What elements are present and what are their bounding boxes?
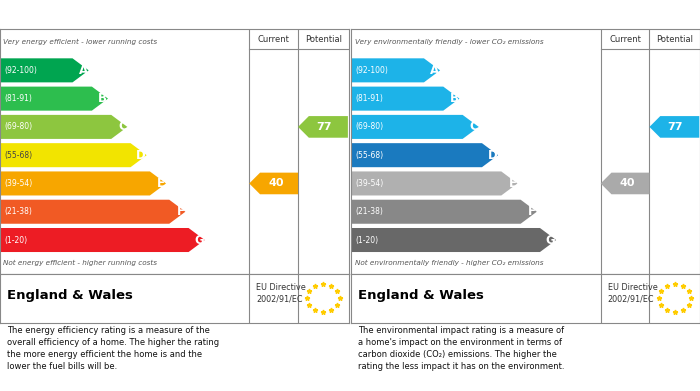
Text: (69-80): (69-80) [356, 122, 384, 131]
Text: England & Wales: England & Wales [7, 289, 133, 302]
Text: The energy efficiency rating is a measure of the
overall efficiency of a home. T: The energy efficiency rating is a measur… [7, 326, 219, 371]
Polygon shape [351, 143, 498, 167]
Text: G: G [195, 233, 204, 246]
Text: E: E [509, 177, 517, 190]
Text: C: C [118, 120, 127, 133]
Text: The environmental impact rating is a measure of
a home's impact on the environme: The environmental impact rating is a mea… [358, 326, 565, 371]
Text: Not environmentally friendly - higher CO₂ emissions: Not environmentally friendly - higher CO… [355, 260, 543, 266]
Text: Potential: Potential [656, 34, 693, 44]
Polygon shape [0, 86, 108, 111]
Text: England & Wales: England & Wales [358, 289, 484, 302]
Text: (81-91): (81-91) [4, 94, 32, 103]
Text: D: D [136, 149, 146, 161]
Text: 77: 77 [316, 122, 332, 132]
Text: (39-54): (39-54) [4, 179, 32, 188]
Polygon shape [351, 86, 459, 111]
Text: (1-20): (1-20) [356, 235, 379, 244]
Polygon shape [351, 171, 517, 196]
Text: (21-38): (21-38) [356, 207, 384, 216]
Polygon shape [0, 200, 186, 224]
Polygon shape [0, 58, 89, 83]
Text: (92-100): (92-100) [4, 66, 37, 75]
Text: Current: Current [258, 34, 290, 44]
Text: A: A [79, 64, 88, 77]
Text: C: C [469, 120, 478, 133]
Text: (55-68): (55-68) [356, 151, 384, 160]
Text: A: A [430, 64, 440, 77]
Polygon shape [0, 143, 147, 167]
Text: 77: 77 [668, 122, 683, 132]
Polygon shape [298, 116, 348, 138]
Text: Current: Current [609, 34, 641, 44]
Text: 40: 40 [268, 178, 284, 188]
Text: 40: 40 [620, 178, 635, 188]
Text: EU Directive
2002/91/EC: EU Directive 2002/91/EC [256, 283, 306, 303]
Text: B: B [449, 92, 459, 105]
Polygon shape [0, 171, 166, 196]
Text: (92-100): (92-100) [356, 66, 389, 75]
Polygon shape [351, 58, 440, 83]
Text: (81-91): (81-91) [356, 94, 384, 103]
Text: (39-54): (39-54) [356, 179, 384, 188]
Polygon shape [351, 200, 537, 224]
Text: Energy Efficiency Rating: Energy Efficiency Rating [5, 8, 168, 21]
Polygon shape [351, 228, 556, 252]
Text: Not energy efficient - higher running costs: Not energy efficient - higher running co… [4, 260, 158, 266]
Text: (1-20): (1-20) [4, 235, 27, 244]
Polygon shape [0, 115, 127, 139]
Text: F: F [176, 205, 185, 218]
Text: (69-80): (69-80) [4, 122, 32, 131]
Text: EU Directive
2002/91/EC: EU Directive 2002/91/EC [608, 283, 657, 303]
Text: (55-68): (55-68) [4, 151, 32, 160]
Polygon shape [0, 228, 204, 252]
Text: E: E [158, 177, 165, 190]
Polygon shape [249, 173, 298, 194]
Text: (21-38): (21-38) [4, 207, 32, 216]
Text: G: G [546, 233, 555, 246]
Text: D: D [488, 149, 498, 161]
Polygon shape [351, 115, 479, 139]
Text: F: F [528, 205, 536, 218]
Polygon shape [650, 116, 699, 138]
Text: Potential: Potential [304, 34, 342, 44]
Text: Very energy efficient - lower running costs: Very energy efficient - lower running co… [4, 39, 158, 45]
Text: Environmental Impact (CO₂) Rating: Environmental Impact (CO₂) Rating [356, 8, 589, 21]
Text: Very environmentally friendly - lower CO₂ emissions: Very environmentally friendly - lower CO… [355, 39, 543, 45]
Polygon shape [601, 173, 650, 194]
Text: B: B [98, 92, 107, 105]
